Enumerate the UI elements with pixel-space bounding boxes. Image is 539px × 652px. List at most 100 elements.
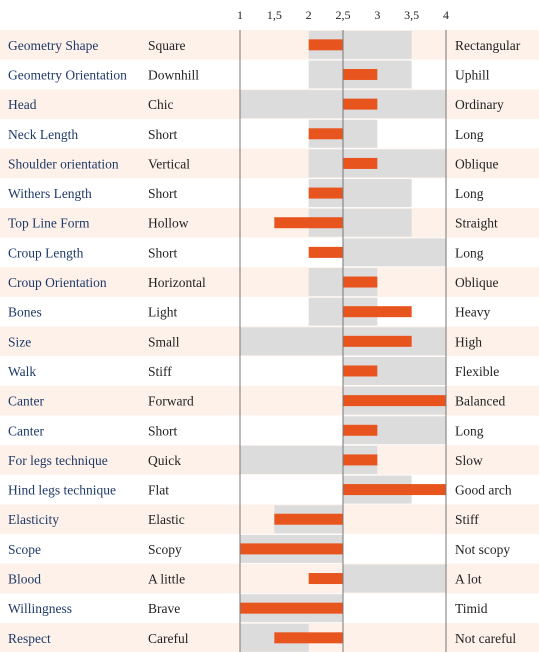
trait-label: Geometry Orientation xyxy=(8,67,127,82)
value-bar xyxy=(343,157,378,169)
high-label: Long xyxy=(455,186,484,201)
low-label: Scopy xyxy=(148,542,182,557)
low-label: Stiff xyxy=(148,364,172,379)
tick-label: 3 xyxy=(374,8,380,22)
low-label: Short xyxy=(148,186,178,201)
high-label: Oblique xyxy=(455,275,499,290)
value-bar xyxy=(308,573,343,585)
low-label: Brave xyxy=(148,601,180,616)
axis-lines xyxy=(239,30,447,652)
high-label: Timid xyxy=(455,601,488,616)
row-background xyxy=(0,207,539,238)
trait-label: Blood xyxy=(8,572,41,587)
value-bar xyxy=(308,128,343,140)
value-bar xyxy=(240,543,343,555)
value-bar xyxy=(343,484,446,496)
trait-label: Hind legs technique xyxy=(8,483,116,498)
trait-label: Scope xyxy=(8,542,41,557)
high-label: Heavy xyxy=(455,305,490,320)
low-label: Short xyxy=(148,423,178,438)
row-background xyxy=(0,148,539,179)
trait-label: Neck Length xyxy=(8,127,78,142)
value-bar xyxy=(343,306,412,318)
high-label: A lot xyxy=(455,572,482,587)
tick-label: 3,5 xyxy=(404,8,419,22)
low-label: Downhill xyxy=(148,67,199,82)
value-bars xyxy=(240,39,446,644)
value-bar xyxy=(274,632,343,644)
row-labels: Geometry Shape Square Rectangular Geometry … xyxy=(8,38,521,646)
trait-label: Willingness xyxy=(8,601,72,616)
value-bar xyxy=(343,68,378,80)
value-bar xyxy=(343,335,412,347)
low-label: Elastic xyxy=(148,512,185,527)
value-bar xyxy=(308,246,343,258)
trait-label: Walk xyxy=(8,364,36,379)
trait-label: Size xyxy=(8,334,31,349)
trait-label: Head xyxy=(8,97,37,112)
range-band xyxy=(343,238,446,267)
high-label: Straight xyxy=(455,216,498,231)
value-bar xyxy=(343,395,446,407)
row-background xyxy=(0,30,539,60)
tick-label: 4 xyxy=(443,8,449,22)
value-bar xyxy=(240,602,343,614)
high-label: Oblique xyxy=(455,156,499,171)
high-label: Ordinary xyxy=(455,97,504,112)
low-label: Square xyxy=(148,38,186,53)
value-bar xyxy=(308,39,343,51)
trait-label: Bones xyxy=(8,305,42,320)
low-label: Hollow xyxy=(148,216,189,231)
trait-label: Respect xyxy=(8,631,51,646)
trait-label: For legs technique xyxy=(8,453,108,468)
low-label: Light xyxy=(148,305,177,320)
low-label: Careful xyxy=(148,631,189,646)
value-bar xyxy=(308,187,343,199)
low-label: Small xyxy=(148,334,180,349)
row-background xyxy=(0,267,539,297)
value-bar xyxy=(343,365,378,377)
trait-label: Croup Orientation xyxy=(8,275,107,290)
value-bar xyxy=(274,217,343,229)
range-band xyxy=(343,564,446,593)
value-bar xyxy=(343,276,378,288)
high-label: Balanced xyxy=(455,394,505,409)
high-label: Rectangular xyxy=(455,38,521,53)
trait-label: Top Line Form xyxy=(8,216,90,231)
low-label: Short xyxy=(148,127,178,142)
tick-label: 2 xyxy=(306,8,312,22)
low-label: Short xyxy=(148,245,178,260)
trait-label: Shoulder orientation xyxy=(8,156,119,171)
row-background xyxy=(0,385,539,416)
low-label: Flat xyxy=(148,483,169,498)
row-background xyxy=(0,504,539,535)
trait-label: Croup Length xyxy=(8,245,84,260)
trait-label: Canter xyxy=(8,423,44,438)
value-bar xyxy=(343,424,378,436)
high-label: Stiff xyxy=(455,512,479,527)
trait-label: Canter xyxy=(8,394,44,409)
value-bar xyxy=(274,513,343,525)
low-label: Horizontal xyxy=(148,275,206,290)
high-label: Slow xyxy=(455,453,483,468)
high-label: Not careful xyxy=(455,631,516,646)
high-label: High xyxy=(455,334,482,349)
low-label: Forward xyxy=(148,394,194,409)
value-bar xyxy=(343,98,378,110)
high-label: Long xyxy=(455,423,484,438)
high-label: Good arch xyxy=(455,483,512,498)
trait-label: Elasticity xyxy=(8,512,59,527)
low-label: A little xyxy=(148,572,185,587)
tick-label: 1 xyxy=(237,8,243,22)
high-label: Flexible xyxy=(455,364,499,379)
high-label: Uphill xyxy=(455,67,490,82)
row-background xyxy=(0,563,539,594)
high-label: Long xyxy=(455,245,484,260)
tick-label: 2,5 xyxy=(336,8,351,22)
low-label: Chic xyxy=(148,97,174,112)
trait-label: Geometry Shape xyxy=(8,38,98,53)
tick-labels: 1 1,5 2 2,5 3 3,5 4 xyxy=(237,8,449,22)
low-label: Quick xyxy=(148,453,181,468)
trait-label: Withers Length xyxy=(8,186,92,201)
